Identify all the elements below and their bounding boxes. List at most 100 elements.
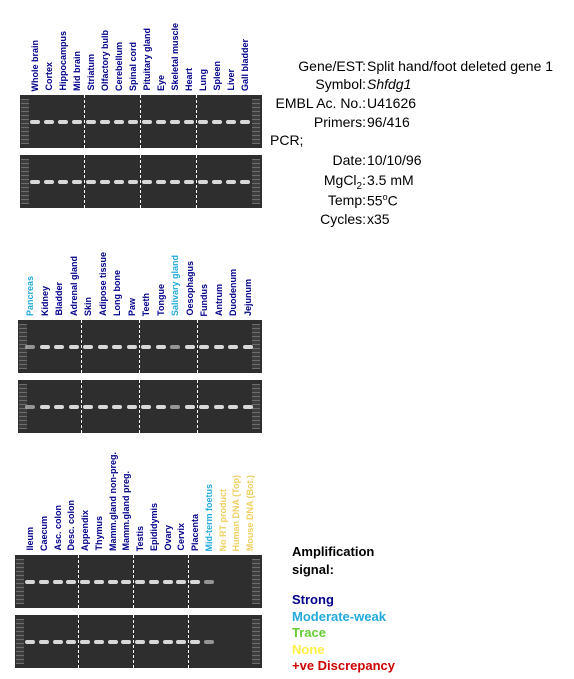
info-key: Primers:	[313, 114, 366, 130]
lane-label: Teeth	[141, 292, 151, 316]
pcr-band	[242, 344, 253, 349]
lane-divider	[84, 95, 85, 148]
pcr-band	[52, 579, 63, 584]
info-key: Date:	[332, 152, 366, 168]
pcr-band	[44, 119, 54, 124]
legend-title: Amplification signal:	[292, 544, 375, 577]
info-value: 96/416	[367, 114, 410, 130]
pcr-band	[184, 404, 195, 409]
pcr-band	[72, 119, 82, 124]
lane-label: Oesophagus	[184, 261, 195, 316]
pcr-band	[114, 119, 124, 124]
pcr-band	[176, 639, 187, 644]
lane-label: Caecum	[38, 515, 49, 551]
lane-label: Mamm.gland non-preg.	[107, 452, 118, 551]
pcr-band	[38, 639, 49, 644]
pcr-band	[128, 179, 138, 184]
superscript: o	[382, 192, 388, 202]
size-marker	[252, 159, 260, 204]
pcr-band	[184, 344, 195, 349]
pcr-band	[39, 404, 50, 409]
lane-label: Long bone	[112, 270, 122, 316]
legend-item: +ve Discrepancy	[292, 658, 395, 673]
temp: 55	[367, 192, 383, 209]
lane-label: Lung	[198, 69, 208, 91]
pcr-band	[198, 179, 208, 184]
size-marker	[252, 559, 260, 604]
info-value: Split hand/foot deleted gene 1	[367, 58, 554, 74]
lane-divider	[138, 320, 140, 373]
pcr-band	[25, 579, 35, 584]
legend-item: Moderate-weak	[292, 608, 386, 624]
info-value: 10/10/96	[367, 152, 422, 168]
pcr-band	[38, 579, 49, 584]
lane-label: Gall bladder	[240, 38, 250, 91]
lane-label: Fundus	[199, 283, 209, 317]
lane-label: Skeletal muscle	[170, 23, 180, 91]
lane-label: Adipose tissue	[97, 251, 108, 316]
size-marker	[21, 159, 29, 204]
lane-label: Mamm.gland preg.	[121, 471, 132, 551]
pcr-band	[100, 119, 110, 124]
lane-divider	[188, 615, 190, 668]
pcr-band	[54, 404, 64, 409]
lane-label: Pituitary gland	[142, 28, 152, 91]
lane-label: Tongue	[155, 284, 166, 316]
info-key: Symbol:	[315, 76, 366, 92]
info-value: 55oC	[367, 192, 398, 209]
pcr-band	[199, 404, 209, 409]
pcr-band	[142, 119, 152, 124]
lane-label: Desc. colon	[66, 500, 77, 551]
pcr-band	[190, 579, 200, 584]
pcr-band	[142, 179, 152, 184]
pcr-band	[176, 579, 187, 584]
info-value: U41626	[367, 95, 417, 111]
info-key: MgCl2:	[166, 172, 366, 192]
pcr-band	[141, 344, 151, 349]
lane-label: Paw	[126, 297, 137, 316]
pcr-band	[199, 344, 209, 349]
lane-label: Adrenal gland	[68, 255, 79, 316]
lane-label: Liver	[226, 69, 236, 91]
pcr-band	[93, 579, 104, 584]
pcr-band	[97, 404, 108, 409]
lane-label: Placenta	[190, 513, 200, 551]
legend-item: Trace	[292, 625, 326, 640]
lane-divider	[196, 95, 197, 148]
lane-label: Pancreas	[25, 275, 35, 316]
pcr-band	[242, 404, 253, 409]
pcr-band	[112, 344, 122, 349]
info-key: Gene/EST:	[298, 58, 366, 74]
lane-label: Striatum	[86, 54, 96, 91]
pcr-band	[30, 179, 40, 184]
pcr-band	[121, 639, 132, 644]
lane-label: Epididymis	[148, 502, 159, 551]
lane-label: Mid brain	[72, 51, 82, 91]
pcr-band	[148, 639, 159, 644]
lane-label: Ileum	[25, 527, 35, 551]
pcr-band	[25, 344, 35, 349]
info-value: x35	[367, 211, 390, 227]
legend-item: Strong	[292, 592, 334, 607]
pcr-band	[86, 179, 96, 184]
pcr-band	[83, 404, 93, 409]
lane-label: Cortex	[44, 62, 54, 91]
pcr-band	[156, 179, 166, 184]
info-key: EMBL Ac. No.:	[275, 95, 366, 111]
lane-label: Eye	[156, 74, 166, 91]
lane-label: Heart	[184, 67, 194, 91]
pcr-band	[80, 579, 90, 584]
pcr-band	[213, 344, 224, 349]
lane-divider	[196, 380, 198, 433]
size-marker	[252, 619, 260, 664]
colon: :	[362, 172, 366, 188]
pcr-band	[170, 344, 180, 349]
pcr-band	[114, 179, 124, 184]
pcr-band	[170, 404, 180, 409]
lane-label: Asc. colon	[52, 505, 63, 551]
pcr-band	[240, 119, 250, 124]
pcr-band	[25, 404, 35, 409]
lane-label: Salivary gland	[170, 254, 180, 316]
lane-label: Cerebellum	[114, 41, 124, 91]
